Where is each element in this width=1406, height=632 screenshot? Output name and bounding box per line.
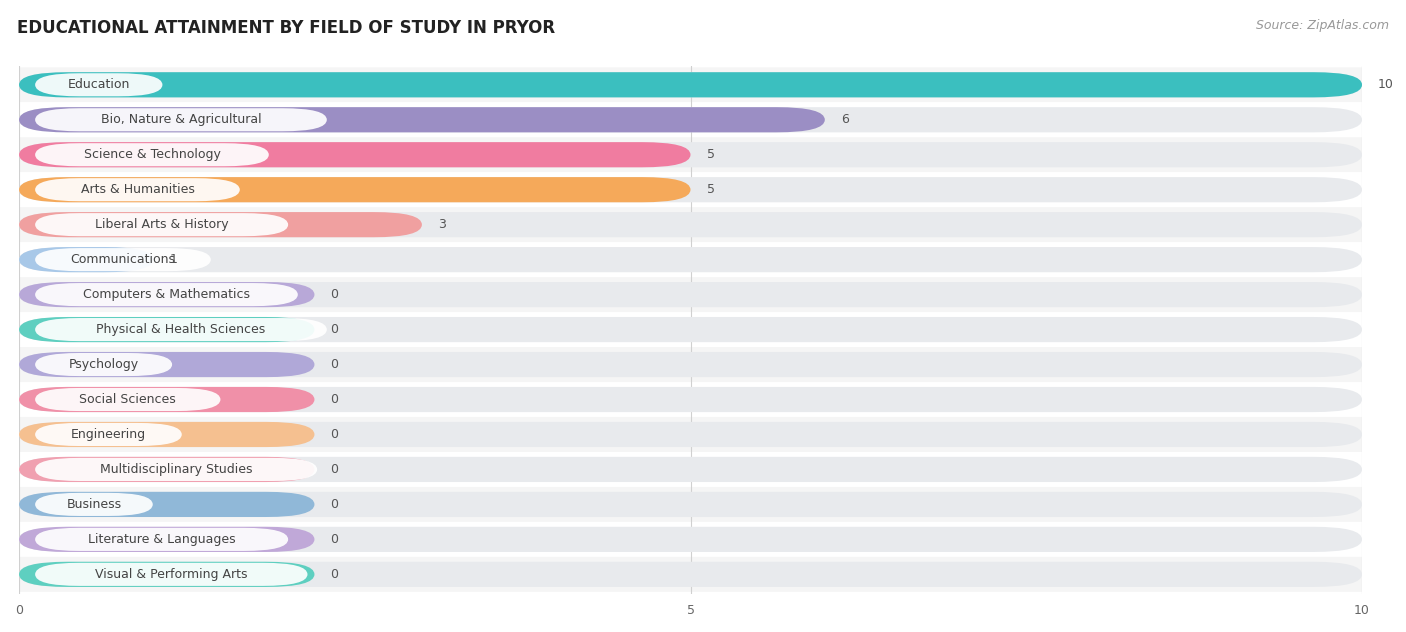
- FancyBboxPatch shape: [35, 353, 172, 376]
- Text: 0: 0: [330, 533, 339, 546]
- FancyBboxPatch shape: [35, 108, 326, 131]
- Text: Liberal Arts & History: Liberal Arts & History: [94, 218, 228, 231]
- FancyBboxPatch shape: [20, 282, 315, 307]
- FancyBboxPatch shape: [35, 73, 163, 96]
- FancyBboxPatch shape: [20, 487, 1362, 522]
- FancyBboxPatch shape: [20, 387, 1362, 412]
- Text: 1: 1: [169, 253, 177, 266]
- Text: Social Sciences: Social Sciences: [79, 393, 176, 406]
- FancyBboxPatch shape: [20, 347, 1362, 382]
- FancyBboxPatch shape: [20, 212, 422, 237]
- Text: 10: 10: [1378, 78, 1393, 91]
- FancyBboxPatch shape: [20, 352, 315, 377]
- FancyBboxPatch shape: [35, 388, 221, 411]
- FancyBboxPatch shape: [20, 72, 1362, 97]
- FancyBboxPatch shape: [20, 562, 315, 587]
- Text: Education: Education: [67, 78, 129, 91]
- FancyBboxPatch shape: [20, 452, 1362, 487]
- FancyBboxPatch shape: [20, 207, 1362, 242]
- FancyBboxPatch shape: [20, 317, 315, 342]
- FancyBboxPatch shape: [20, 457, 1362, 482]
- Text: 0: 0: [330, 358, 339, 371]
- FancyBboxPatch shape: [35, 493, 153, 516]
- FancyBboxPatch shape: [20, 527, 1362, 552]
- Text: 5: 5: [707, 149, 714, 161]
- FancyBboxPatch shape: [20, 417, 1362, 452]
- FancyBboxPatch shape: [35, 423, 181, 446]
- FancyBboxPatch shape: [35, 213, 288, 236]
- FancyBboxPatch shape: [20, 312, 1362, 347]
- FancyBboxPatch shape: [35, 178, 240, 201]
- FancyBboxPatch shape: [20, 247, 153, 272]
- Text: 3: 3: [439, 218, 446, 231]
- Text: 0: 0: [330, 288, 339, 301]
- FancyBboxPatch shape: [20, 172, 1362, 207]
- FancyBboxPatch shape: [20, 492, 315, 517]
- FancyBboxPatch shape: [35, 248, 211, 271]
- FancyBboxPatch shape: [35, 143, 269, 166]
- FancyBboxPatch shape: [20, 422, 1362, 447]
- Text: 0: 0: [330, 498, 339, 511]
- Text: EDUCATIONAL ATTAINMENT BY FIELD OF STUDY IN PRYOR: EDUCATIONAL ATTAINMENT BY FIELD OF STUDY…: [17, 19, 555, 37]
- FancyBboxPatch shape: [20, 562, 1362, 587]
- FancyBboxPatch shape: [20, 142, 1362, 167]
- FancyBboxPatch shape: [20, 382, 1362, 417]
- Text: Multidisciplinary Studies: Multidisciplinary Studies: [100, 463, 253, 476]
- Text: Business: Business: [66, 498, 121, 511]
- FancyBboxPatch shape: [35, 318, 326, 341]
- FancyBboxPatch shape: [20, 107, 825, 132]
- Text: 5: 5: [707, 183, 714, 196]
- FancyBboxPatch shape: [20, 177, 690, 202]
- FancyBboxPatch shape: [20, 457, 315, 482]
- FancyBboxPatch shape: [20, 557, 1362, 592]
- Text: 0: 0: [330, 393, 339, 406]
- Text: Arts & Humanities: Arts & Humanities: [80, 183, 194, 196]
- Text: Engineering: Engineering: [70, 428, 146, 441]
- FancyBboxPatch shape: [20, 102, 1362, 137]
- FancyBboxPatch shape: [20, 422, 315, 447]
- FancyBboxPatch shape: [20, 68, 1362, 102]
- FancyBboxPatch shape: [20, 177, 1362, 202]
- FancyBboxPatch shape: [20, 137, 1362, 172]
- FancyBboxPatch shape: [20, 242, 1362, 277]
- FancyBboxPatch shape: [20, 142, 690, 167]
- FancyBboxPatch shape: [20, 387, 315, 412]
- FancyBboxPatch shape: [20, 277, 1362, 312]
- Text: 0: 0: [330, 463, 339, 476]
- FancyBboxPatch shape: [20, 522, 1362, 557]
- FancyBboxPatch shape: [35, 283, 298, 306]
- FancyBboxPatch shape: [20, 282, 1362, 307]
- Text: Bio, Nature & Agricultural: Bio, Nature & Agricultural: [101, 113, 262, 126]
- FancyBboxPatch shape: [20, 352, 1362, 377]
- FancyBboxPatch shape: [35, 528, 288, 551]
- FancyBboxPatch shape: [20, 247, 1362, 272]
- Text: 6: 6: [841, 113, 849, 126]
- Text: Computers & Mathematics: Computers & Mathematics: [83, 288, 250, 301]
- Text: 0: 0: [330, 568, 339, 581]
- FancyBboxPatch shape: [35, 458, 318, 481]
- FancyBboxPatch shape: [20, 317, 1362, 342]
- Text: Literature & Languages: Literature & Languages: [87, 533, 235, 546]
- FancyBboxPatch shape: [20, 72, 1362, 97]
- FancyBboxPatch shape: [20, 212, 1362, 237]
- Text: Source: ZipAtlas.com: Source: ZipAtlas.com: [1256, 19, 1389, 32]
- Text: Science & Technology: Science & Technology: [83, 149, 221, 161]
- Text: Psychology: Psychology: [69, 358, 139, 371]
- FancyBboxPatch shape: [20, 527, 315, 552]
- Text: Visual & Performing Arts: Visual & Performing Arts: [96, 568, 247, 581]
- Text: Communications: Communications: [70, 253, 176, 266]
- FancyBboxPatch shape: [35, 563, 308, 586]
- FancyBboxPatch shape: [20, 107, 1362, 132]
- Text: Physical & Health Sciences: Physical & Health Sciences: [97, 323, 266, 336]
- FancyBboxPatch shape: [20, 492, 1362, 517]
- Text: 0: 0: [330, 428, 339, 441]
- Text: 0: 0: [330, 323, 339, 336]
